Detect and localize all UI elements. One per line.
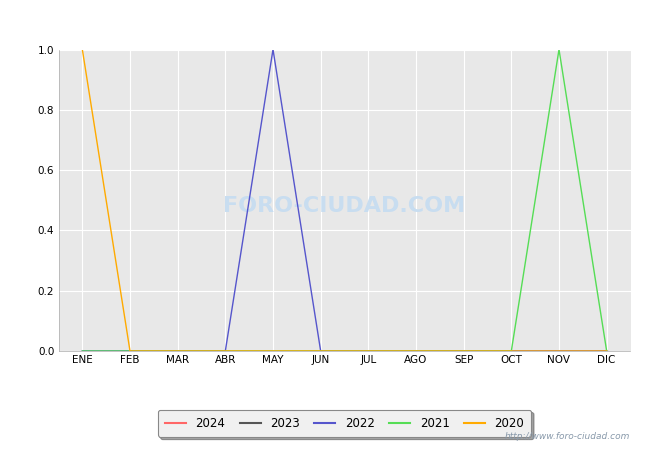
Text: FORO-CIUDAD.COM: FORO-CIUDAD.COM [224, 196, 465, 216]
Text: Matriculaciones de Vehiculos en Casasola: Matriculaciones de Vehiculos en Casasola [158, 13, 492, 28]
Text: http://www.foro-ciudad.com: http://www.foro-ciudad.com [505, 432, 630, 441]
Legend: 2024, 2023, 2022, 2021, 2020: 2024, 2023, 2022, 2021, 2020 [158, 410, 531, 437]
